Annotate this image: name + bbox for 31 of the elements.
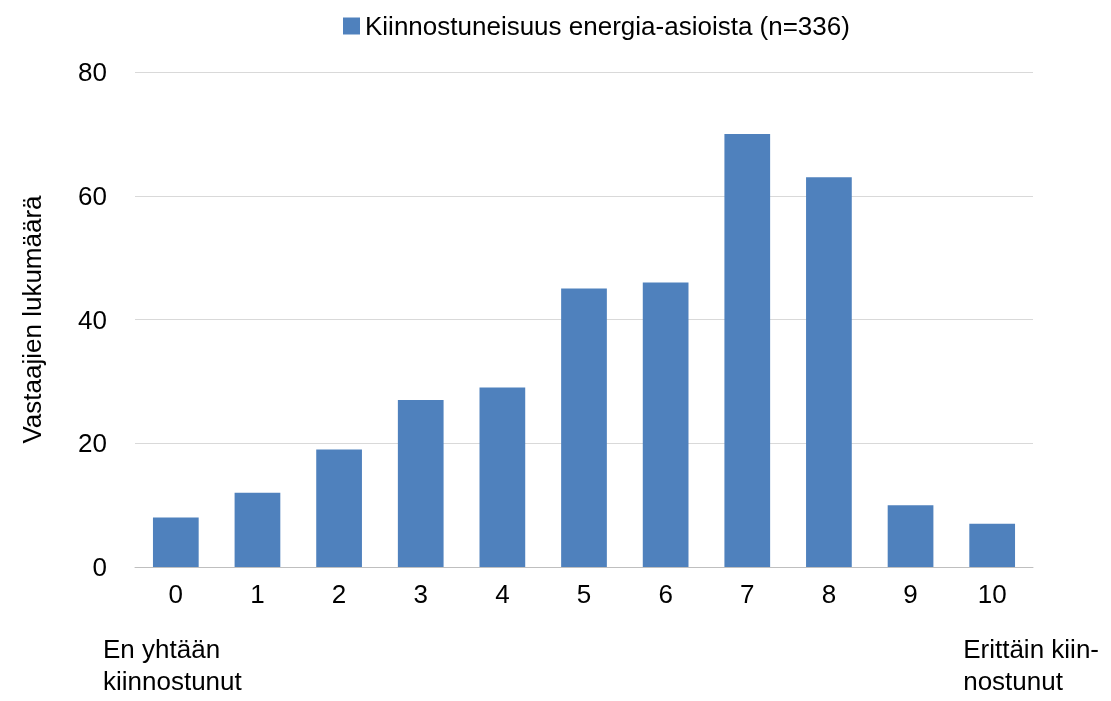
- bar: [561, 288, 607, 567]
- bar: [316, 449, 362, 567]
- y-tick-label: 20: [78, 428, 107, 459]
- legend-label: Kiinnostuneisuus energia-asioista (n=336): [365, 11, 850, 41]
- bar: [969, 523, 1016, 567]
- x-tick-label: 7: [740, 579, 755, 609]
- x-tick-label: 8: [821, 579, 837, 609]
- x-tick-label: 2: [331, 579, 347, 609]
- x-tick-label: 0: [168, 579, 184, 609]
- text: En yhtään kiinnostunut: [103, 634, 243, 696]
- x-tick-label: 6: [658, 579, 673, 609]
- y-axis-title: Vastaajien lukumäärä: [17, 194, 47, 444]
- text: Erittäin kiin- nostunut: [963, 634, 1100, 696]
- y-tick-label: 0: [92, 552, 107, 582]
- bar: [887, 505, 934, 567]
- x-tick-label: 9: [903, 579, 918, 609]
- x-tick-label: 4: [495, 579, 510, 609]
- bar: [397, 399, 444, 567]
- bar: [642, 282, 689, 567]
- x-tick-label: 3: [413, 579, 428, 609]
- y-tick-label: 60: [78, 180, 107, 211]
- bar: [152, 517, 199, 567]
- x-tick-label: 1: [250, 579, 265, 609]
- bar: [724, 133, 771, 567]
- bar: [234, 492, 281, 567]
- x-tick-label: 5: [576, 579, 592, 609]
- bar: [806, 177, 852, 567]
- bar: [479, 387, 526, 567]
- y-tick-label: 40: [78, 304, 107, 335]
- y-tick-label: 80: [78, 57, 107, 87]
- x-tick-label: 10: [977, 579, 1007, 609]
